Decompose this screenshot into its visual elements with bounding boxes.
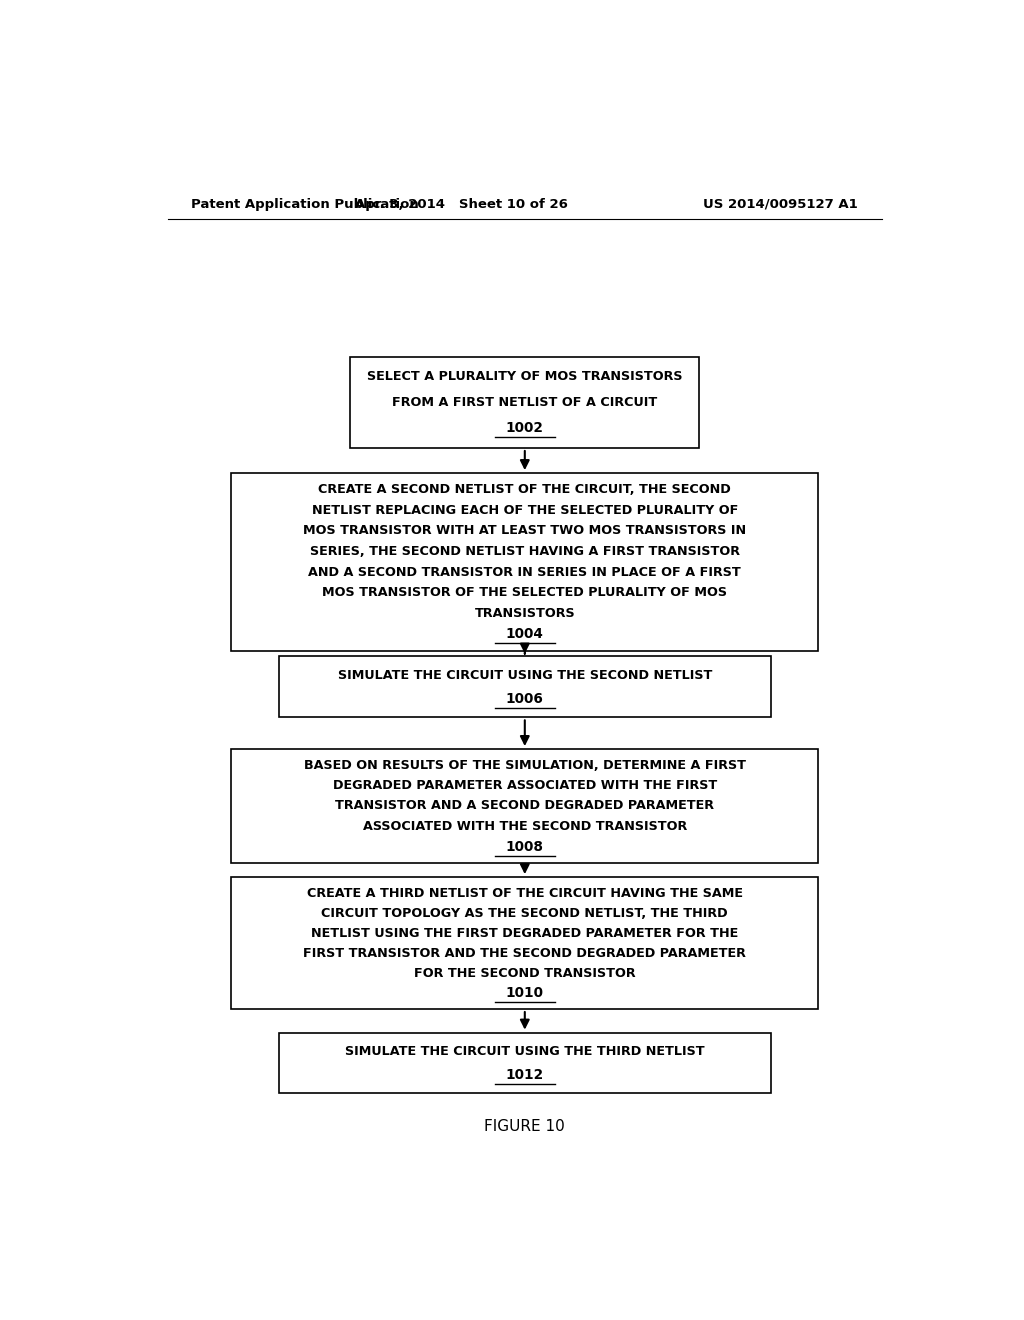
Bar: [231, 473, 818, 651]
Text: 1006: 1006: [506, 692, 544, 706]
Text: SIMULATE THE CIRCUIT USING THE SECOND NETLIST: SIMULATE THE CIRCUIT USING THE SECOND NE…: [338, 669, 712, 681]
Text: SIMULATE THE CIRCUIT USING THE THIRD NETLIST: SIMULATE THE CIRCUIT USING THE THIRD NET…: [345, 1044, 705, 1057]
Text: 1010: 1010: [506, 986, 544, 1001]
Text: CREATE A THIRD NETLIST OF THE CIRCUIT HAVING THE SAME: CREATE A THIRD NETLIST OF THE CIRCUIT HA…: [307, 887, 742, 899]
Text: BASED ON RESULTS OF THE SIMULATION, DETERMINE A FIRST: BASED ON RESULTS OF THE SIMULATION, DETE…: [304, 759, 745, 772]
Text: NETLIST USING THE FIRST DEGRADED PARAMETER FOR THE: NETLIST USING THE FIRST DEGRADED PARAMET…: [311, 927, 738, 940]
Bar: [279, 656, 771, 718]
Text: 1004: 1004: [506, 627, 544, 642]
Text: Apr. 3, 2014   Sheet 10 of 26: Apr. 3, 2014 Sheet 10 of 26: [355, 198, 567, 211]
Text: 1008: 1008: [506, 840, 544, 854]
Text: NETLIST REPLACING EACH OF THE SELECTED PLURALITY OF: NETLIST REPLACING EACH OF THE SELECTED P…: [311, 504, 738, 516]
Text: ASSOCIATED WITH THE SECOND TRANSISTOR: ASSOCIATED WITH THE SECOND TRANSISTOR: [362, 820, 687, 833]
Text: CREATE A SECOND NETLIST OF THE CIRCUIT, THE SECOND: CREATE A SECOND NETLIST OF THE CIRCUIT, …: [318, 483, 731, 496]
Text: MOS TRANSISTOR OF THE SELECTED PLURALITY OF MOS: MOS TRANSISTOR OF THE SELECTED PLURALITY…: [323, 586, 727, 599]
Text: MOS TRANSISTOR WITH AT LEAST TWO MOS TRANSISTORS IN: MOS TRANSISTOR WITH AT LEAST TWO MOS TRA…: [303, 524, 746, 537]
Text: DEGRADED PARAMETER ASSOCIATED WITH THE FIRST: DEGRADED PARAMETER ASSOCIATED WITH THE F…: [333, 779, 717, 792]
Text: TRANSISTOR AND A SECOND DEGRADED PARAMETER: TRANSISTOR AND A SECOND DEGRADED PARAMET…: [335, 800, 715, 812]
Bar: [350, 356, 699, 447]
Text: AND A SECOND TRANSISTOR IN SERIES IN PLACE OF A FIRST: AND A SECOND TRANSISTOR IN SERIES IN PLA…: [308, 566, 741, 578]
Text: 1002: 1002: [506, 421, 544, 434]
Text: FIGURE 10: FIGURE 10: [484, 1118, 565, 1134]
Text: Patent Application Publication: Patent Application Publication: [191, 198, 419, 211]
Text: SERIES, THE SECOND NETLIST HAVING A FIRST TRANSISTOR: SERIES, THE SECOND NETLIST HAVING A FIRS…: [310, 545, 739, 558]
Text: FROM A FIRST NETLIST OF A CIRCUIT: FROM A FIRST NETLIST OF A CIRCUIT: [392, 396, 657, 409]
Text: FOR THE SECOND TRANSISTOR: FOR THE SECOND TRANSISTOR: [414, 966, 636, 979]
Text: FIRST TRANSISTOR AND THE SECOND DEGRADED PARAMETER: FIRST TRANSISTOR AND THE SECOND DEGRADED…: [303, 946, 746, 960]
Text: CIRCUIT TOPOLOGY AS THE SECOND NETLIST, THE THIRD: CIRCUIT TOPOLOGY AS THE SECOND NETLIST, …: [322, 907, 728, 920]
Text: SELECT A PLURALITY OF MOS TRANSISTORS: SELECT A PLURALITY OF MOS TRANSISTORS: [367, 371, 683, 383]
Text: US 2014/0095127 A1: US 2014/0095127 A1: [703, 198, 858, 211]
Bar: [231, 748, 818, 863]
Text: 1012: 1012: [506, 1068, 544, 1081]
Text: TRANSISTORS: TRANSISTORS: [474, 607, 575, 620]
Bar: [231, 876, 818, 1008]
Bar: [279, 1032, 771, 1093]
